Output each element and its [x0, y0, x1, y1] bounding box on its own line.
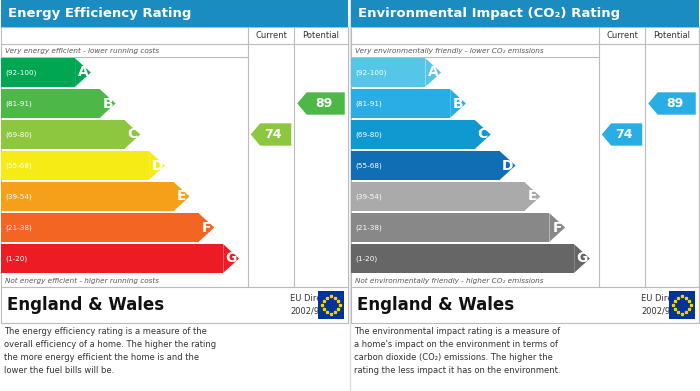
Text: The energy efficiency rating is a measure of the
overall efficiency of a home. T: The energy efficiency rating is a measur… — [4, 327, 216, 375]
Text: Very energy efficient - lower running costs: Very energy efficient - lower running co… — [5, 47, 159, 54]
Polygon shape — [125, 120, 140, 149]
Bar — [351, 287, 699, 323]
Bar — [351, 213, 550, 242]
Text: (55-68): (55-68) — [355, 162, 382, 169]
Text: 89: 89 — [315, 97, 332, 110]
Text: Current: Current — [255, 31, 287, 40]
Bar — [351, 89, 450, 118]
Text: (92-100): (92-100) — [355, 69, 386, 76]
Polygon shape — [199, 213, 214, 242]
Text: Environmental Impact (CO₂) Rating: Environmental Impact (CO₂) Rating — [358, 7, 620, 20]
Text: F: F — [552, 221, 562, 235]
Text: 74: 74 — [265, 128, 282, 141]
Text: (21-38): (21-38) — [355, 224, 382, 231]
Text: Not energy efficient - higher running costs: Not energy efficient - higher running co… — [5, 278, 159, 283]
Text: A: A — [428, 66, 439, 79]
Text: E: E — [177, 190, 186, 203]
Text: (92-100): (92-100) — [5, 69, 36, 76]
Text: G: G — [576, 251, 588, 265]
Text: Not environmentally friendly - higher CO₂ emissions: Not environmentally friendly - higher CO… — [355, 278, 543, 283]
Polygon shape — [500, 151, 515, 180]
Polygon shape — [450, 89, 466, 118]
Text: EU Directive
2002/91/EC: EU Directive 2002/91/EC — [290, 294, 342, 316]
Bar — [318, 291, 344, 319]
Bar — [1, 58, 75, 87]
Text: Potential: Potential — [654, 31, 690, 40]
Text: (39-54): (39-54) — [355, 193, 382, 200]
Bar — [351, 244, 574, 273]
Text: (81-91): (81-91) — [355, 100, 382, 107]
Text: F: F — [202, 221, 211, 235]
Text: B: B — [102, 97, 113, 111]
Text: 74: 74 — [615, 128, 633, 141]
Text: (21-38): (21-38) — [5, 224, 32, 231]
Bar — [669, 291, 695, 319]
Bar — [1, 182, 174, 211]
Text: EU Directive
2002/91/EC: EU Directive 2002/91/EC — [641, 294, 693, 316]
Polygon shape — [251, 123, 291, 146]
Bar — [1, 27, 348, 287]
Bar — [1, 287, 348, 323]
Text: C: C — [477, 127, 488, 142]
Text: D: D — [502, 158, 513, 172]
Bar — [1, 89, 100, 118]
Text: (69-80): (69-80) — [5, 131, 32, 138]
Text: Very environmentally friendly - lower CO₂ emissions: Very environmentally friendly - lower CO… — [355, 47, 544, 54]
Text: Current: Current — [606, 31, 638, 40]
Polygon shape — [426, 58, 441, 87]
Polygon shape — [298, 92, 345, 115]
Polygon shape — [574, 244, 590, 273]
Polygon shape — [149, 151, 165, 180]
Text: Energy Efficiency Rating: Energy Efficiency Rating — [8, 7, 191, 20]
Polygon shape — [174, 182, 190, 211]
Text: (1-20): (1-20) — [355, 255, 377, 262]
Bar — [351, 27, 699, 287]
Text: A: A — [78, 66, 88, 79]
Bar — [1, 151, 149, 180]
Text: England & Wales: England & Wales — [7, 296, 164, 314]
Bar — [1, 120, 125, 149]
Polygon shape — [75, 58, 91, 87]
Polygon shape — [602, 123, 642, 146]
Polygon shape — [100, 89, 116, 118]
Polygon shape — [524, 182, 540, 211]
Polygon shape — [550, 213, 565, 242]
Text: D: D — [151, 158, 163, 172]
Bar — [1, 213, 199, 242]
Text: B: B — [453, 97, 463, 111]
Text: (81-91): (81-91) — [5, 100, 32, 107]
Text: E: E — [528, 190, 537, 203]
Text: C: C — [127, 127, 137, 142]
Bar — [1, 244, 223, 273]
Text: (69-80): (69-80) — [355, 131, 382, 138]
Bar — [351, 151, 500, 180]
Text: (1-20): (1-20) — [5, 255, 27, 262]
Bar — [1, 0, 348, 27]
Polygon shape — [475, 120, 491, 149]
Text: G: G — [225, 251, 237, 265]
Text: The environmental impact rating is a measure of
a home's impact on the environme: The environmental impact rating is a mea… — [354, 327, 561, 375]
Text: 89: 89 — [666, 97, 683, 110]
Text: Potential: Potential — [302, 31, 340, 40]
Bar — [351, 120, 475, 149]
Text: (39-54): (39-54) — [5, 193, 32, 200]
Bar — [351, 182, 524, 211]
Bar — [351, 58, 426, 87]
Bar — [351, 0, 699, 27]
Polygon shape — [223, 244, 239, 273]
Text: (55-68): (55-68) — [5, 162, 32, 169]
Text: England & Wales: England & Wales — [357, 296, 514, 314]
Polygon shape — [648, 92, 696, 115]
